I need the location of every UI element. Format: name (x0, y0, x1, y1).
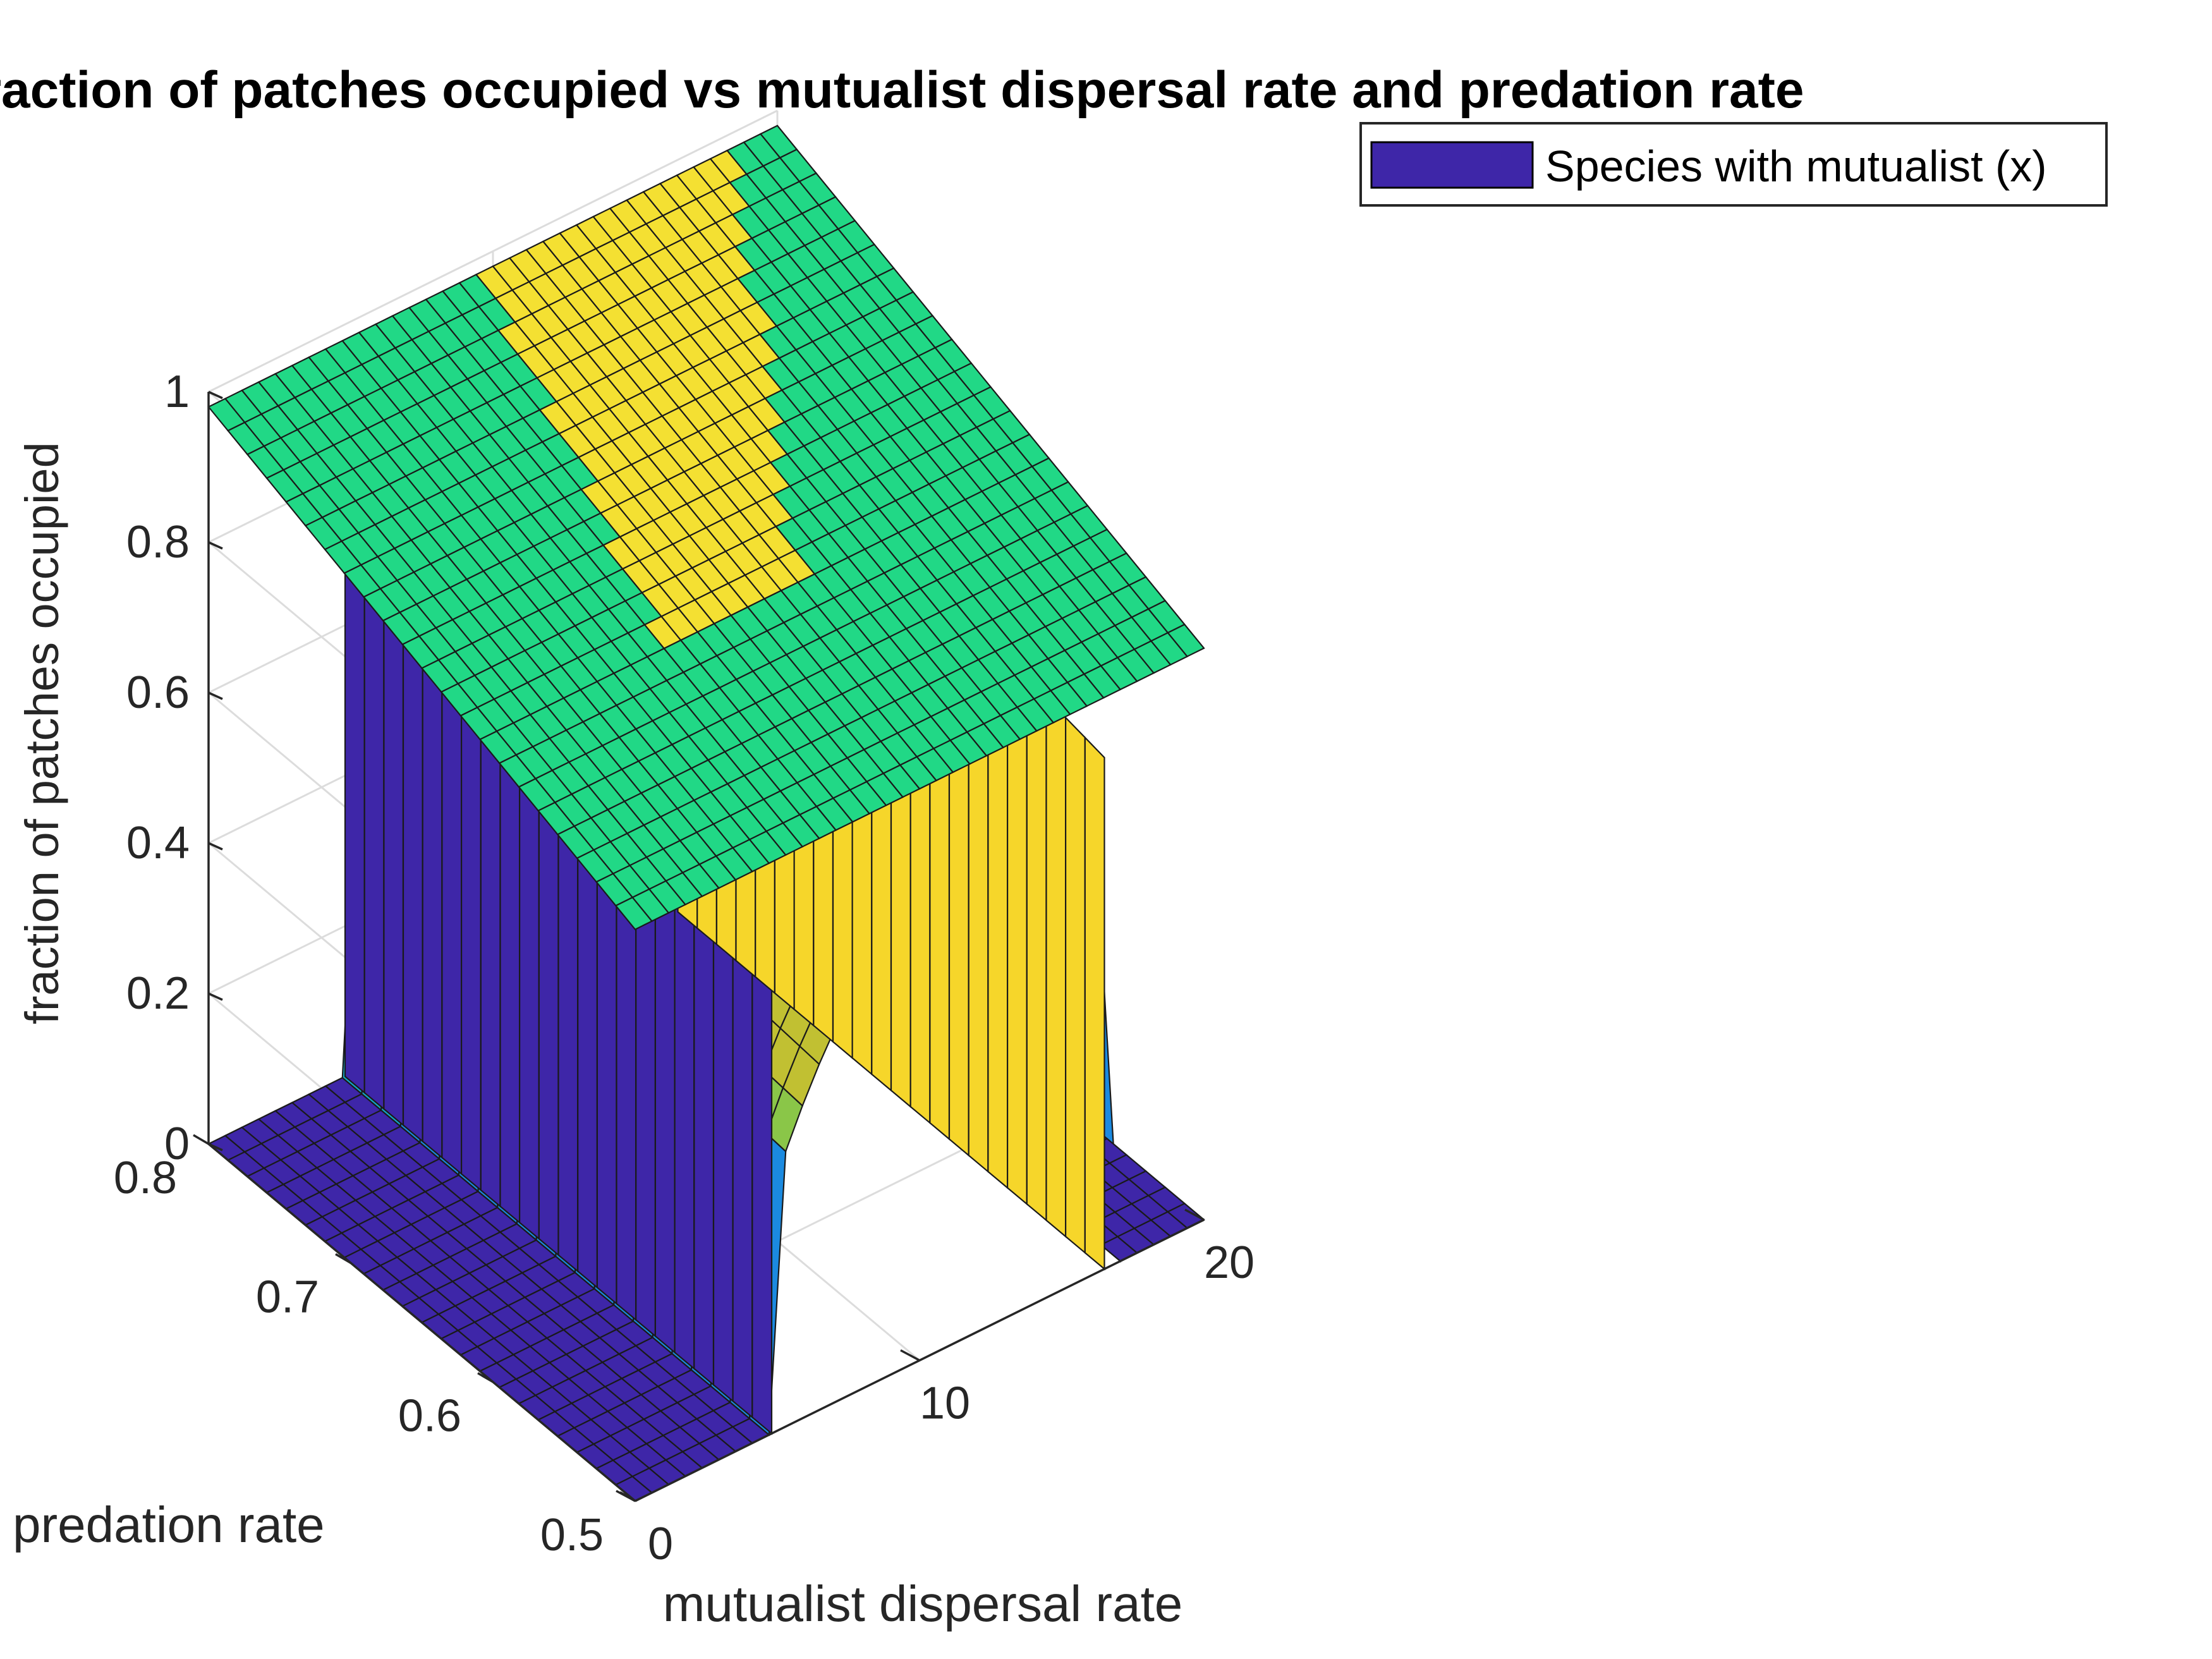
z-tick-label: 0 (164, 1119, 190, 1169)
y-tick-label: 0.8 (114, 1153, 177, 1203)
z-tick-mark (208, 992, 223, 1001)
z-tick-mark (208, 691, 223, 700)
x-tick-label: 20 (1204, 1237, 1255, 1288)
z-tick-mark (208, 842, 223, 851)
legend: Species with mutualist (x) (1359, 122, 2108, 207)
y-tick-label: 0.6 (398, 1391, 461, 1442)
z-tick-label: 1 (164, 367, 190, 417)
y-tick-mark (193, 1134, 209, 1145)
y-tick-label: 0.7 (256, 1272, 319, 1322)
legend-label: Species with mutualist (x) (1545, 142, 2047, 191)
y-tick-mark (335, 1253, 351, 1264)
z-tick-mark (208, 1143, 223, 1152)
surface-plot (207, 125, 1205, 1502)
surface-patch (1084, 736, 1105, 1271)
z-tick-label: 0.2 (126, 968, 190, 1019)
z-tick-mark (208, 541, 223, 550)
x-tick-mark (900, 1349, 920, 1362)
surface-patch (759, 125, 798, 159)
z-tick-mark (208, 391, 223, 399)
x-tick-label: 0 (648, 1519, 673, 1569)
z-tick-label: 0.6 (126, 667, 190, 718)
y-tick-label: 0.5 (540, 1510, 604, 1560)
z-tick-label: 0.8 (126, 517, 190, 568)
z-tick-label: 0.4 (126, 818, 190, 868)
y-axis-line (207, 1143, 636, 1502)
x-tick-mark (616, 1490, 636, 1502)
y-tick-mark (477, 1372, 494, 1383)
surface-patch (1026, 676, 1047, 1222)
surface-patch (1045, 696, 1067, 1238)
chart-title: Fraction of patches occupied vs mutualis… (0, 61, 1804, 119)
legend-swatch (1370, 141, 1534, 189)
y-axis-label: predation rate (13, 1497, 325, 1553)
x-tick-mark (1184, 1208, 1205, 1221)
x-tick-label: 10 (920, 1378, 970, 1429)
x-axis-label: mutualist dispersal rate (663, 1576, 1183, 1632)
z-axis-label: fraction of patches occupied (16, 442, 68, 1024)
surface-patch (1064, 715, 1086, 1255)
